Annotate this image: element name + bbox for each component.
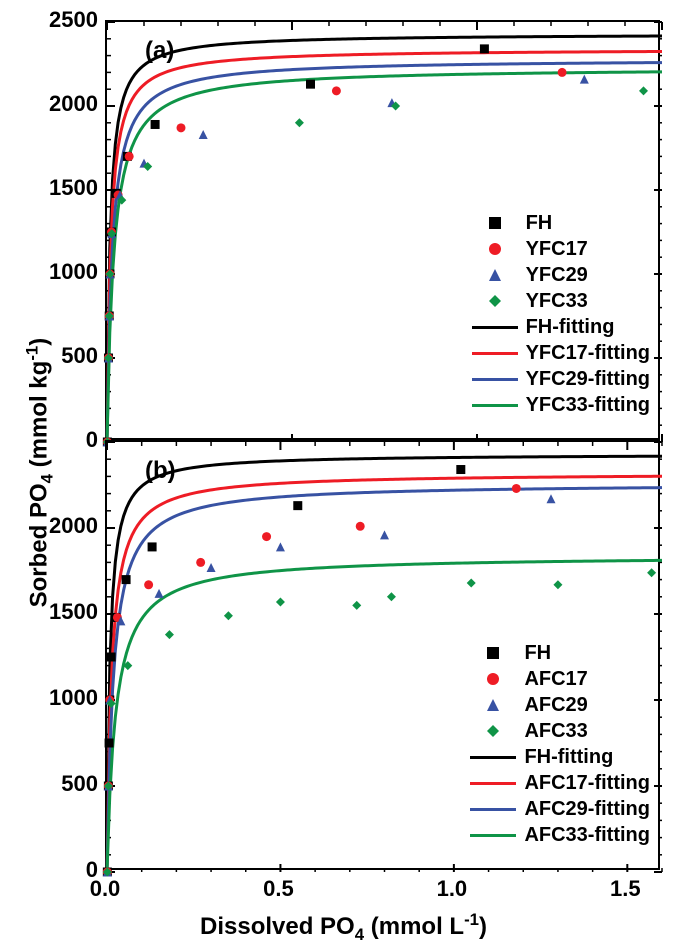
legend-label: AFC29-fitting xyxy=(524,798,650,821)
legend-circle-icon xyxy=(470,670,516,688)
legend-label: YFC17 xyxy=(526,238,588,261)
legend-line-icon xyxy=(472,352,518,355)
legend-line-icon xyxy=(472,378,518,381)
panel-b-tag: (b) xyxy=(145,457,176,485)
legend-label: YFC17-fitting xyxy=(526,342,650,365)
panel-b: (b) FH AFC17 AFC29 AFC33 FH-fitting AFC17-fit… xyxy=(105,440,660,870)
legend-label: AFC33-fitting xyxy=(524,824,650,847)
legend-item: YFC29-fitting xyxy=(472,366,650,392)
legend-square-icon xyxy=(472,214,518,232)
y-tick-label: 1000 xyxy=(40,685,98,711)
legend-circle-icon xyxy=(472,240,518,258)
legend-line-icon xyxy=(470,782,516,785)
y-tick-label: 500 xyxy=(40,343,98,369)
legend-label: AFC17 xyxy=(524,668,587,691)
legend-item: FH xyxy=(470,640,650,666)
legend-item: YFC33 xyxy=(472,288,650,314)
legend-item: YFC17 xyxy=(472,236,650,262)
y-tick-label: 500 xyxy=(40,771,98,797)
legend-line-icon xyxy=(472,326,518,329)
legend-item: AFC33 xyxy=(470,718,650,744)
legend-diamond-icon xyxy=(470,722,516,740)
legend-item: YFC17-fitting xyxy=(472,340,650,366)
x-tick-label: 0.0 xyxy=(80,876,130,902)
panel-a: (a) FH YFC17 YFC29 YFC33 FH-fitting YFC17-fit… xyxy=(105,20,660,440)
y-axis-label: Sorbed PO4 (mmol kg-1) xyxy=(23,347,58,607)
legend-label: FH-fitting xyxy=(526,316,615,339)
y-tick-label: 1000 xyxy=(40,259,98,285)
legend-label: FH xyxy=(526,212,553,235)
legend-item: AFC29-fitting xyxy=(470,796,650,822)
legend-item: FH-fitting xyxy=(472,314,650,340)
legend-line-icon xyxy=(470,808,516,811)
legend-label: AFC17-fitting xyxy=(524,772,650,795)
legend-triangle-icon xyxy=(472,266,518,284)
legend-item: AFC33-fitting xyxy=(470,822,650,848)
x-tick-label: 1.0 xyxy=(427,876,477,902)
legend-square-icon xyxy=(470,644,516,662)
panel-b-legend: FH AFC17 AFC29 AFC33 FH-fitting AFC17-fitting… xyxy=(470,640,650,848)
legend-item: AFC17-fitting xyxy=(470,770,650,796)
y-tick-label: 2000 xyxy=(40,91,98,117)
legend-item: AFC29 xyxy=(470,692,650,718)
y-tick-label: 1500 xyxy=(40,599,98,625)
panel-a-tag: (a) xyxy=(145,37,174,65)
legend-line-icon xyxy=(470,834,516,837)
legend-item: FH xyxy=(472,210,650,236)
legend-label: YFC29-fitting xyxy=(526,368,650,391)
panel-a-legend: FH YFC17 YFC29 YFC33 FH-fitting YFC17-fitting… xyxy=(472,210,650,418)
legend-line-icon xyxy=(472,404,518,407)
legend-item: YFC29 xyxy=(472,262,650,288)
legend-label: AFC29 xyxy=(524,694,587,717)
y-tick-label: 2500 xyxy=(40,7,98,33)
y-tick-label: 1500 xyxy=(40,175,98,201)
x-axis-label: Dissolved PO4 (mmol L-1) xyxy=(200,910,487,945)
legend-diamond-icon xyxy=(472,292,518,310)
legend-label: AFC33 xyxy=(524,720,587,743)
legend-item: AFC17 xyxy=(470,666,650,692)
legend-label: YFC33 xyxy=(526,290,588,313)
legend-line-icon xyxy=(470,756,516,759)
x-tick-label: 1.5 xyxy=(600,876,650,902)
legend-triangle-icon xyxy=(470,696,516,714)
legend-item: FH-fitting xyxy=(470,744,650,770)
legend-item: YFC33-fitting xyxy=(472,392,650,418)
y-tick-label: 0 xyxy=(40,427,98,453)
y-tick-label: 2000 xyxy=(40,513,98,539)
figure: Sorbed PO4 (mmol kg-1) Dissolved PO4 (mm… xyxy=(0,0,685,950)
legend-label: YFC33-fitting xyxy=(526,394,650,417)
legend-label: FH-fitting xyxy=(524,746,613,769)
legend-label: YFC29 xyxy=(526,264,588,287)
legend-label: FH xyxy=(524,642,551,665)
x-tick-label: 0.5 xyxy=(253,876,303,902)
